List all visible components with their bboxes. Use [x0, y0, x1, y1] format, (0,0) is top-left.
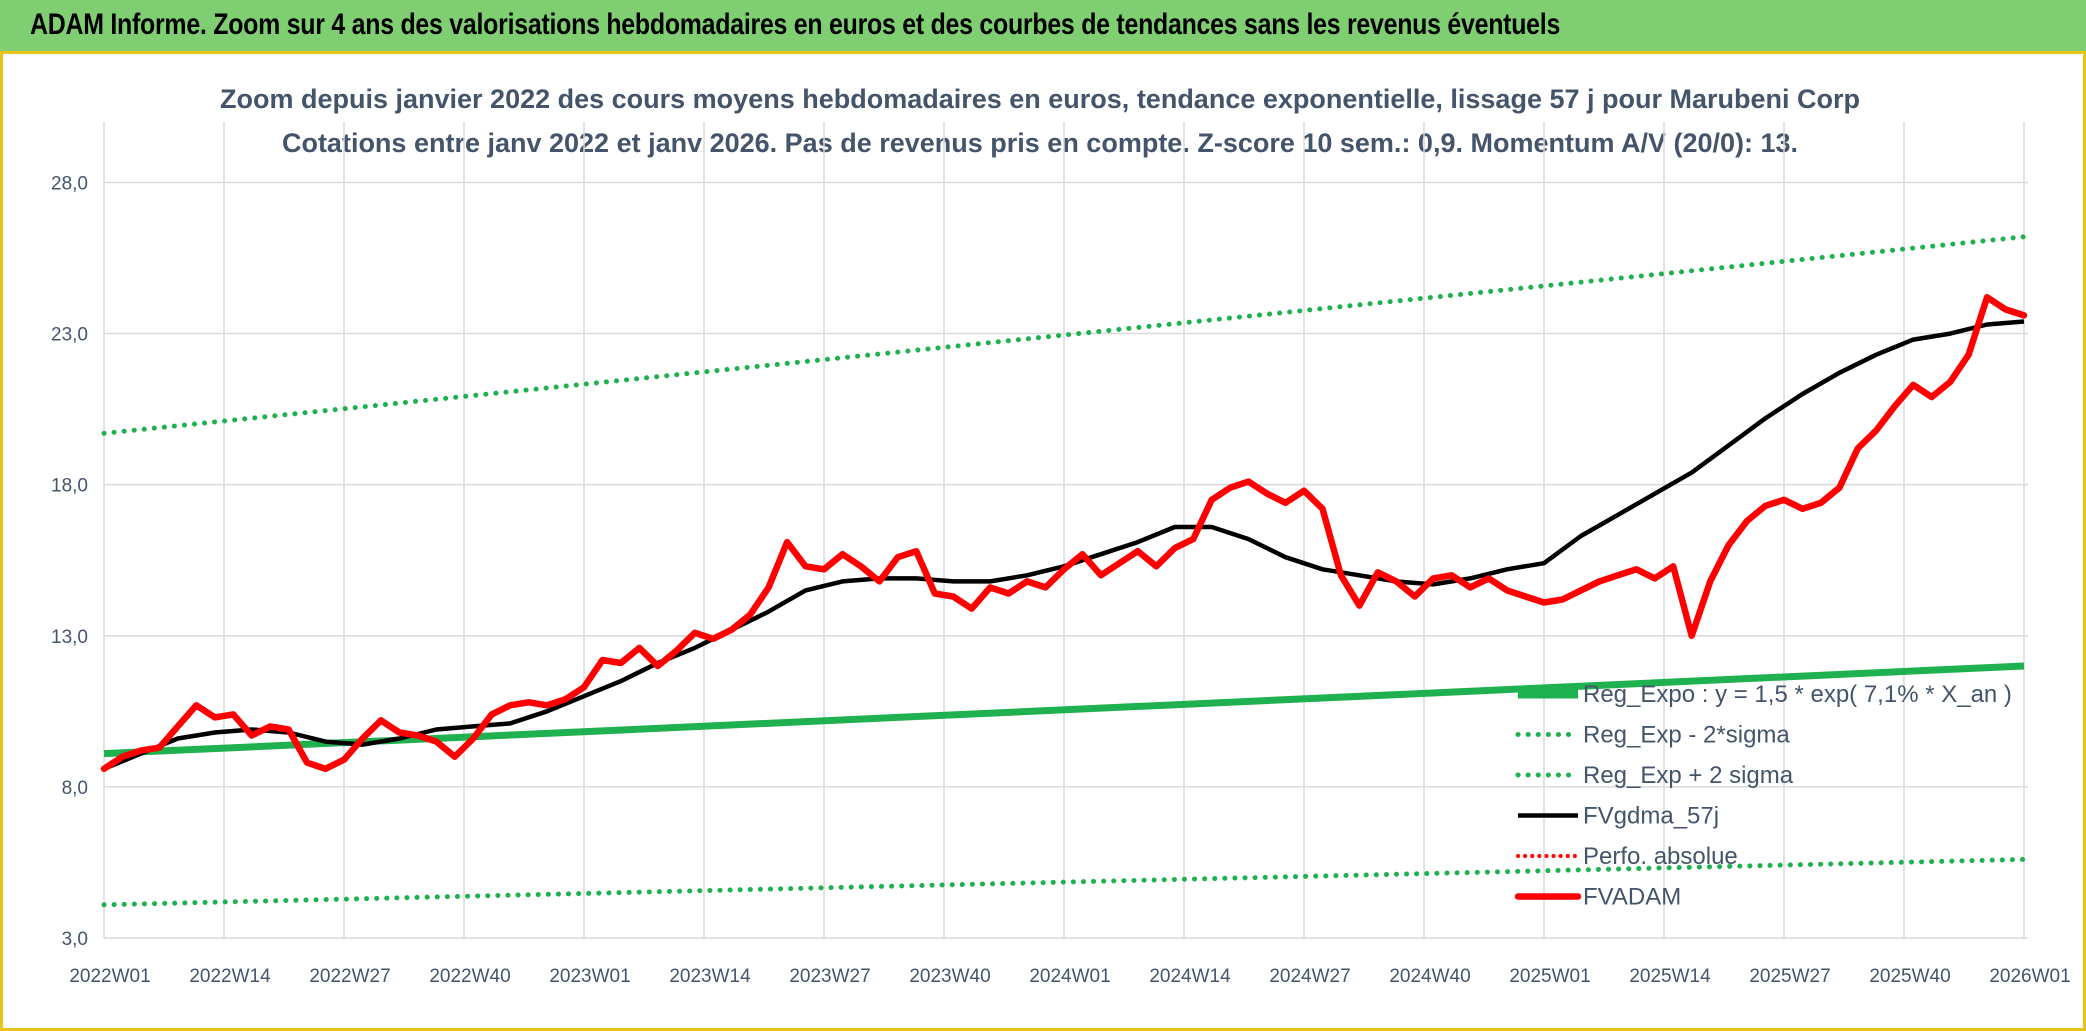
- y-tick-label: 23,0: [51, 325, 88, 346]
- x-tick-label: 2025W14: [1629, 966, 1711, 987]
- chart-title: Zoom depuis janvier 2022 des cours moyen…: [220, 84, 1860, 114]
- series-line-1: [101, 856, 2027, 908]
- report-banner: ADAM Informe. Zoom sur 4 ans des valoris…: [0, 0, 2086, 54]
- x-tick-label: 2024W27: [1269, 966, 1350, 987]
- x-tick-label: 2023W27: [789, 966, 870, 987]
- legend: Reg_Expo : y = 1,5 * exp( 7,1% * X_an ) R…: [1514, 681, 2012, 911]
- series-lines: [100, 234, 2028, 908]
- y-axis-ticks: 3,0 8,0 13,0 18,0 23,0 28,0: [51, 173, 88, 950]
- legend-label: FVADAM: [1583, 884, 1681, 911]
- x-tick-label: 2022W27: [309, 966, 390, 987]
- bottom-border: [0, 1028, 2086, 1031]
- x-tick-label: 2025W40: [1869, 966, 1950, 987]
- series-line-5: [100, 294, 2028, 773]
- x-tick-label: 2024W40: [1389, 966, 1470, 987]
- legend-label: FVgdma_57j: [1583, 803, 1719, 830]
- legend-label: Reg_Exp + 2 sigma: [1583, 762, 1794, 789]
- y-tick-label: 8,0: [62, 778, 88, 799]
- y-tick-label: 18,0: [51, 476, 88, 497]
- x-tick-label: 2025W01: [1509, 966, 1590, 987]
- x-axis-ticks: 2022W01 2022W14 2022W27 2022W40 2023W01 2023W…: [69, 966, 2070, 987]
- x-tick-label: 2023W14: [669, 966, 751, 987]
- x-tick-label: 2025W27: [1749, 966, 1830, 987]
- x-tick-label: 2023W40: [909, 966, 990, 987]
- legend-label: Reg_Exp - 2*sigma: [1583, 722, 1790, 749]
- chart-subtitle: Cotations entre janv 2022 et janv 2026. …: [282, 128, 1798, 158]
- x-tick-label: 2024W14: [1149, 966, 1231, 987]
- y-tick-label: 3,0: [62, 929, 88, 950]
- x-tick-label: 2022W14: [189, 966, 271, 987]
- x-tick-label: 2023W01: [549, 966, 630, 987]
- gridlines: [103, 122, 2028, 939]
- y-tick-label: 28,0: [51, 173, 88, 194]
- report-title: ADAM Informe. Zoom sur 4 ans des valoris…: [30, 8, 1561, 41]
- x-tick-label: 2022W01: [69, 966, 150, 987]
- x-tick-label: 2026W01: [1989, 966, 2070, 987]
- legend-label: Reg_Expo : y = 1,5 * exp( 7,1% * X_an ): [1583, 681, 2012, 708]
- x-tick-label: 2022W40: [429, 966, 510, 987]
- legend-label: Perfo. absolue: [1583, 843, 1738, 870]
- x-tick-label: 2024W01: [1029, 966, 1110, 987]
- series-line-2: [101, 234, 2027, 436]
- y-tick-label: 13,0: [51, 627, 88, 648]
